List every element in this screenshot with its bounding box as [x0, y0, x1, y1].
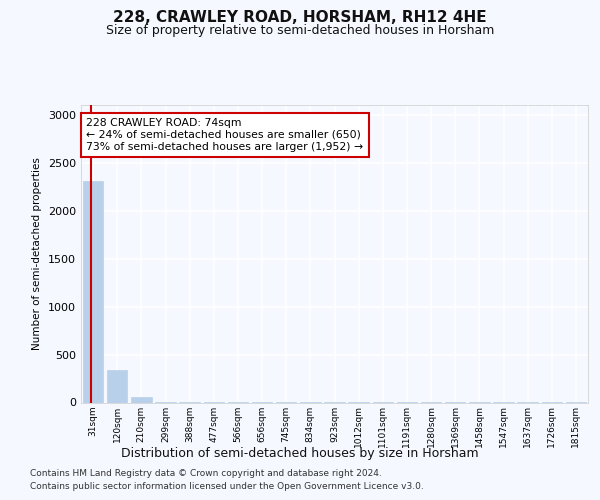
Text: 228, CRAWLEY ROAD, HORSHAM, RH12 4HE: 228, CRAWLEY ROAD, HORSHAM, RH12 4HE: [113, 10, 487, 25]
Text: 228 CRAWLEY ROAD: 74sqm
← 24% of semi-detached houses are smaller (650)
73% of s: 228 CRAWLEY ROAD: 74sqm ← 24% of semi-de…: [86, 118, 363, 152]
Text: Distribution of semi-detached houses by size in Horsham: Distribution of semi-detached houses by …: [121, 448, 479, 460]
Text: Contains public sector information licensed under the Open Government Licence v3: Contains public sector information licen…: [30, 482, 424, 491]
Bar: [107, 370, 127, 402]
Text: Contains HM Land Registry data © Crown copyright and database right 2024.: Contains HM Land Registry data © Crown c…: [30, 469, 382, 478]
Bar: [83, 181, 103, 402]
Bar: [131, 397, 152, 402]
Y-axis label: Number of semi-detached properties: Number of semi-detached properties: [32, 158, 43, 350]
Text: Size of property relative to semi-detached houses in Horsham: Size of property relative to semi-detach…: [106, 24, 494, 37]
